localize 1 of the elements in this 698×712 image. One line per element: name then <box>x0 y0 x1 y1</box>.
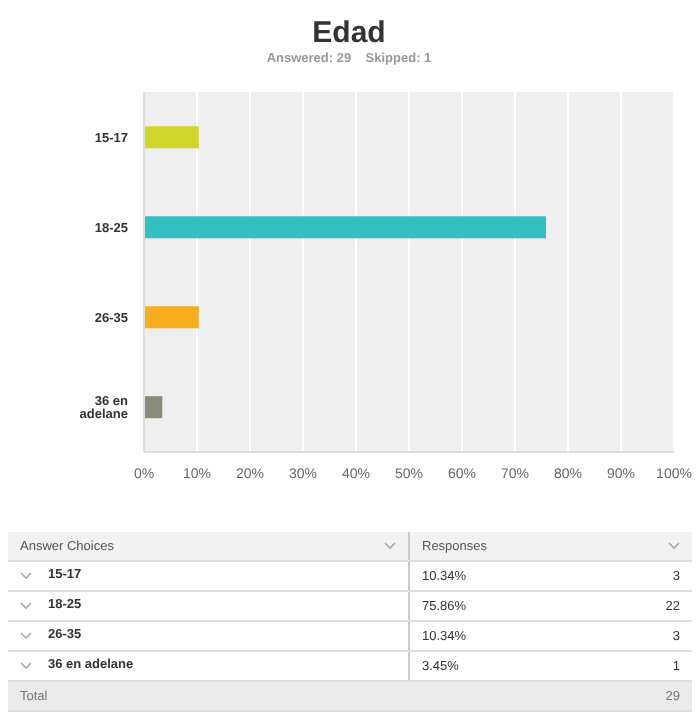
chart-title: Edad <box>310 16 388 52</box>
